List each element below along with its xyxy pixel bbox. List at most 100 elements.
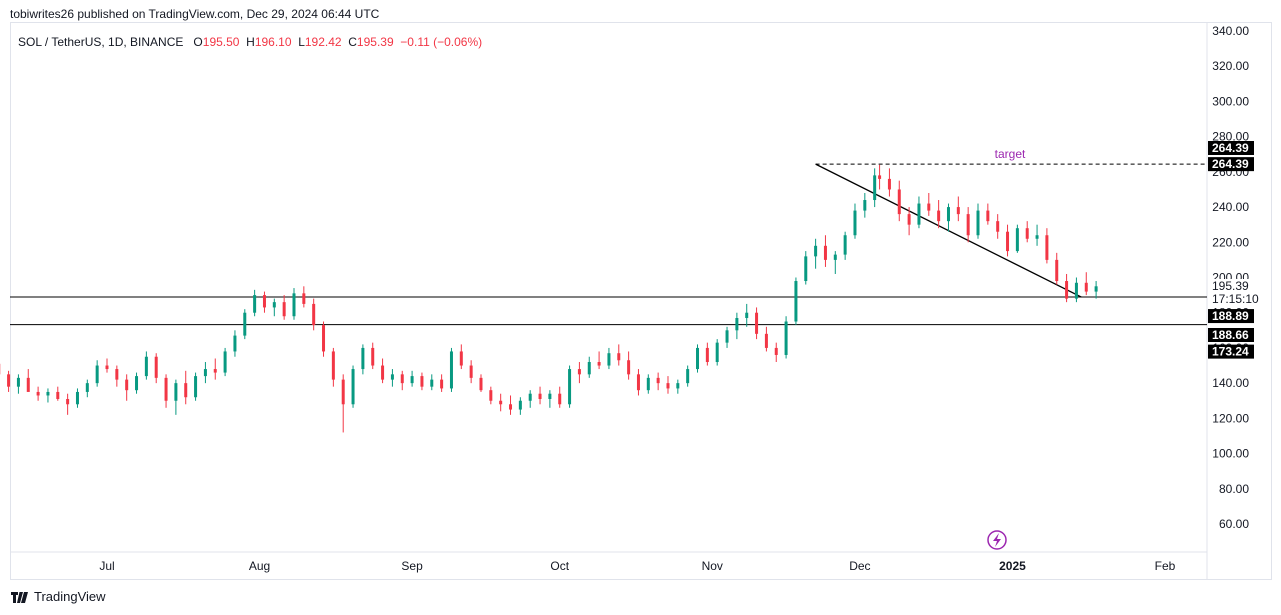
candle-body xyxy=(568,369,572,405)
candle-body xyxy=(233,335,237,352)
candle-body xyxy=(656,377,660,384)
candle-body xyxy=(282,302,286,317)
candle-body xyxy=(66,398,70,405)
x-tick-label: Oct xyxy=(550,559,569,573)
candle-body xyxy=(607,353,611,366)
y-tick-label: 280.00 xyxy=(1212,130,1249,144)
price-badge-support-3-bg xyxy=(1208,344,1254,359)
ohlc-legend: SOL / TetherUS, 1D, BINANCE O195.50 H196… xyxy=(18,35,482,49)
candle-body xyxy=(194,376,198,398)
candle-body xyxy=(705,347,709,363)
candle-body xyxy=(735,317,739,331)
close-label: C xyxy=(348,35,357,49)
y-tick-label: 140.00 xyxy=(1212,376,1249,390)
candle-body xyxy=(587,362,591,375)
tradingview-logo[interactable]: TradingView xyxy=(10,589,106,604)
candle-body xyxy=(509,404,513,410)
candle-body xyxy=(1084,282,1088,292)
x-tick-label: Dec xyxy=(849,559,870,573)
candle-body xyxy=(996,221,1000,232)
candle-body xyxy=(1055,259,1059,282)
y-tick-label: 340.00 xyxy=(1212,24,1249,38)
candle-body xyxy=(115,369,119,380)
candle-body xyxy=(16,377,20,387)
price-badge-countdown-bg xyxy=(1208,292,1254,306)
candle-body xyxy=(764,333,768,348)
candle-body xyxy=(878,175,882,179)
candle-body xyxy=(636,374,640,391)
candle-body xyxy=(617,353,621,361)
candle-body xyxy=(863,200,867,211)
change-value: −0.11 (−0.06%) xyxy=(400,35,483,49)
candle-body xyxy=(927,203,931,211)
candle-body xyxy=(597,362,601,366)
candle-body xyxy=(1025,228,1029,239)
candle-body xyxy=(381,365,385,380)
x-tick-label: 2025 xyxy=(999,559,1026,573)
candle-body xyxy=(843,235,847,255)
candle-body xyxy=(174,383,178,401)
candle-body xyxy=(794,281,798,322)
candle-body xyxy=(887,178,891,190)
candle-body xyxy=(184,383,188,398)
y-tick-label: 320.00 xyxy=(1212,59,1249,73)
candle-body xyxy=(144,356,148,377)
price-badge-last: 195.39 xyxy=(1212,279,1249,293)
candle-body xyxy=(966,214,970,236)
candle-body xyxy=(459,351,463,366)
price-badge-support-1: 188.89 xyxy=(1212,309,1249,323)
candle-body xyxy=(784,321,788,355)
candle-body xyxy=(312,303,316,326)
y-tick-label: 220.00 xyxy=(1212,235,1249,249)
candle-body xyxy=(745,312,749,318)
x-tick-label: Aug xyxy=(249,559,270,573)
price-badge-target-bg xyxy=(1208,157,1254,172)
candle-body xyxy=(302,293,306,304)
candle-body xyxy=(75,391,79,405)
y-tick-label: 120.00 xyxy=(1212,411,1249,425)
candle-body xyxy=(897,189,901,215)
candle-body xyxy=(243,312,247,336)
candle-body xyxy=(390,374,394,380)
tradingview-logo-icon xyxy=(11,591,28,603)
candle-body xyxy=(203,369,207,377)
candle-body xyxy=(272,302,276,308)
candle-body xyxy=(804,256,808,282)
candle-body xyxy=(937,210,941,222)
candle-body xyxy=(1094,286,1098,292)
candle-body xyxy=(907,214,911,225)
low-value: 192.42 xyxy=(304,35,342,49)
price-badge-support-1-bg xyxy=(1208,309,1254,324)
price-badge-support-2-bg xyxy=(1208,328,1254,342)
candle-body xyxy=(7,374,11,387)
candle-body xyxy=(331,351,335,380)
candle-body xyxy=(558,393,562,405)
candle-body xyxy=(814,245,818,257)
candle-body xyxy=(351,369,355,405)
candle-body xyxy=(164,377,168,401)
candle-body xyxy=(36,391,40,396)
y-tick-label: 80.00 xyxy=(1219,482,1249,496)
candle-body xyxy=(213,369,217,373)
candle-body xyxy=(853,210,857,236)
candle-body xyxy=(223,351,227,373)
price-badge-last-bg xyxy=(1208,279,1254,293)
y-tick-label: 100.00 xyxy=(1212,447,1249,461)
candle-body xyxy=(125,379,129,391)
candle-body xyxy=(696,347,700,370)
symbol-label[interactable]: SOL / TetherUS, 1D, BINANCE xyxy=(18,35,184,49)
candle-body xyxy=(1065,281,1069,299)
x-tick-label: Jul xyxy=(99,559,114,573)
target-label: target xyxy=(995,147,1026,161)
x-tick-label: Nov xyxy=(702,559,723,573)
candle-body xyxy=(946,207,950,222)
candle-body xyxy=(528,393,532,401)
candle-body xyxy=(577,369,581,375)
candle-body xyxy=(400,374,404,384)
candle-body xyxy=(646,377,650,391)
candle-body xyxy=(986,210,990,222)
candle-body xyxy=(420,376,424,387)
candle-body xyxy=(135,376,139,391)
candle-body xyxy=(538,393,542,399)
